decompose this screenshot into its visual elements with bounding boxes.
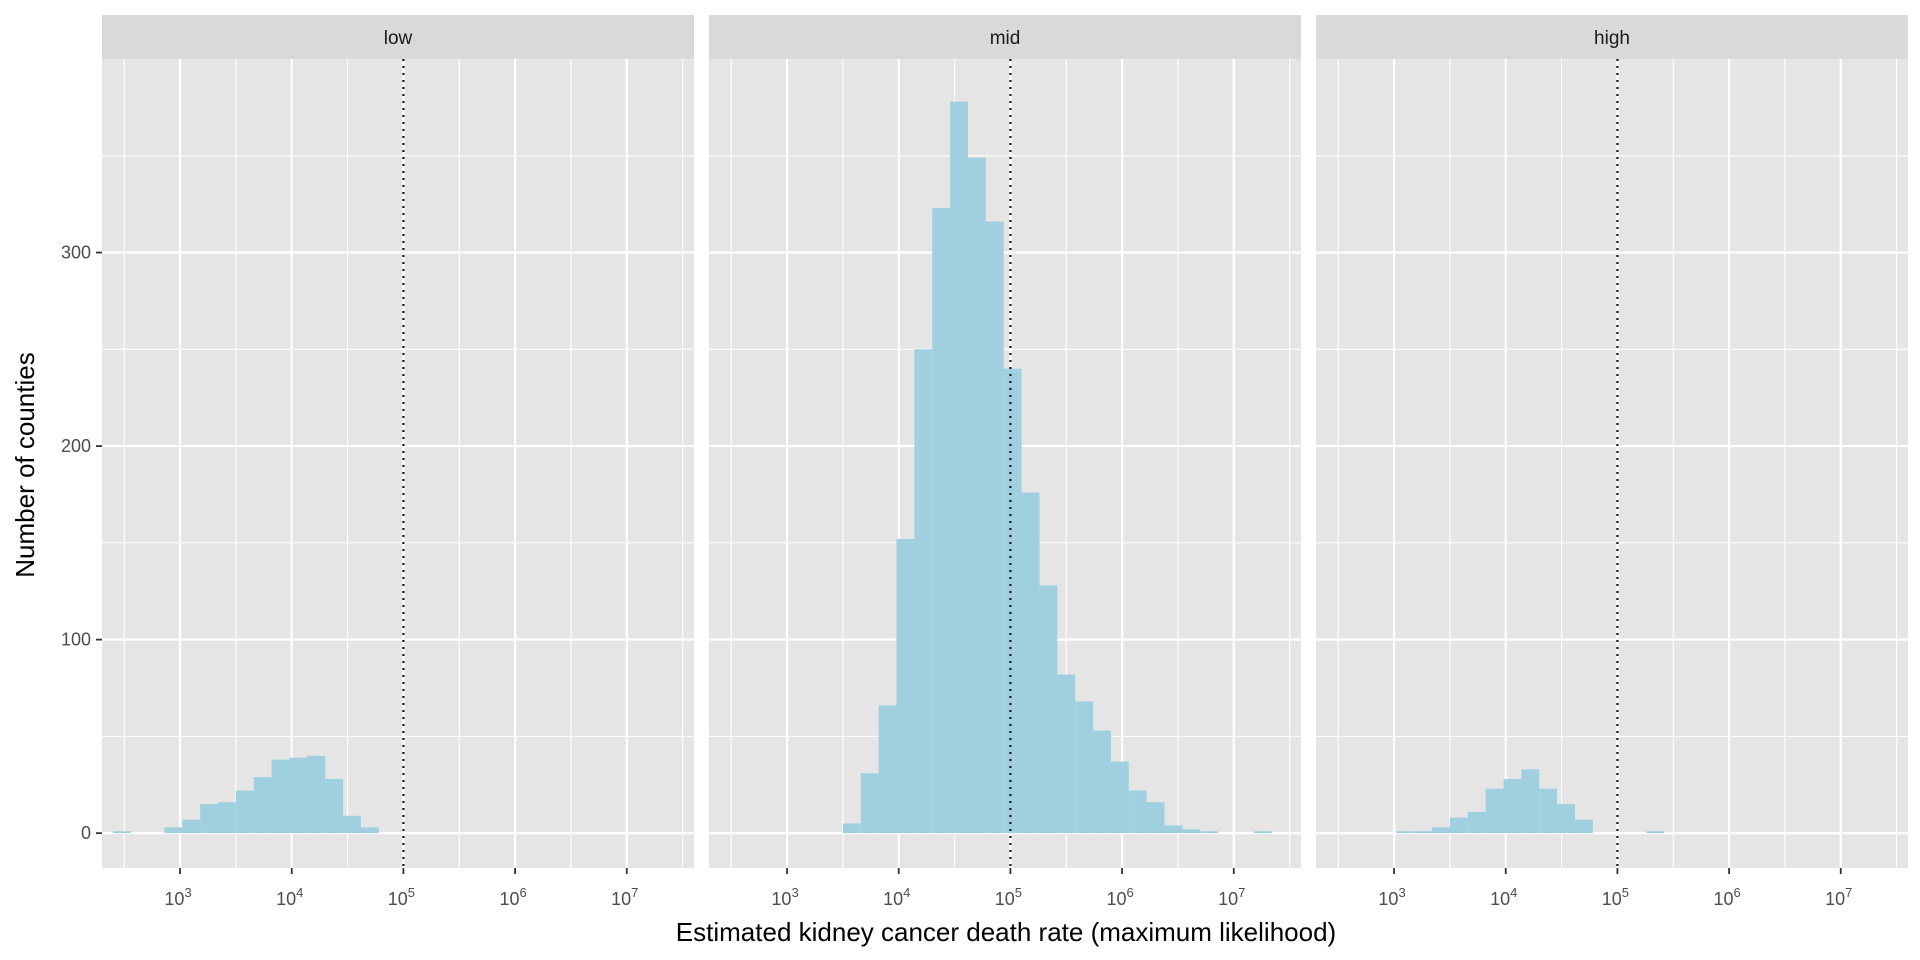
- x-tick-label: 106: [1106, 885, 1133, 909]
- histogram-bar: [343, 815, 361, 834]
- x-tick-label: 104: [883, 885, 910, 909]
- x-tick-label: 106: [1713, 885, 1740, 909]
- facet-panel-low: low 103 104 105 106 107: [102, 15, 694, 909]
- facet-panel-high: high 103 104 105 106 107: [1316, 15, 1908, 909]
- histogram-bar: [860, 773, 879, 834]
- histogram-bar: [218, 802, 236, 834]
- histogram-bar: [1003, 368, 1022, 834]
- x-tick-label: 107: [611, 885, 638, 909]
- histogram-bar: [1057, 674, 1076, 834]
- histogram-bar: [1110, 761, 1129, 834]
- histogram-bar: [1396, 831, 1415, 834]
- x-tick-label: 103: [1378, 885, 1405, 909]
- histogram-bar: [1253, 831, 1272, 834]
- histogram-bar: [1021, 492, 1040, 834]
- histogram-bar: [1414, 831, 1433, 834]
- facet-strip: [102, 15, 694, 59]
- histogram-bar: [1646, 831, 1665, 834]
- x-axis-title: Estimated kidney cancer death rate (maxi…: [676, 917, 1336, 947]
- histogram-bar: [878, 705, 897, 834]
- y-axis: 0 100 200 300: [61, 243, 102, 843]
- panel-background: [102, 59, 694, 868]
- histogram-bar: [1503, 778, 1522, 834]
- histogram-bar: [182, 819, 201, 834]
- panel-background: [1316, 59, 1908, 868]
- histogram-bar: [967, 157, 986, 834]
- y-tick-label: 0: [81, 823, 91, 843]
- histogram-bar: [1521, 769, 1540, 834]
- histogram-bar: [1432, 827, 1450, 834]
- y-tick-label: 100: [61, 630, 91, 650]
- x-tick-label: 107: [1218, 885, 1245, 909]
- histogram-bar: [113, 831, 131, 834]
- facet-strip: [1316, 15, 1908, 59]
- histogram-bar: [842, 823, 861, 834]
- histogram-bar: [1200, 831, 1219, 834]
- x-tick-label: 104: [276, 885, 303, 909]
- x-tick-label: 104: [1490, 885, 1517, 909]
- x-tick-label: 105: [1602, 885, 1629, 909]
- x-tick-label: 105: [388, 885, 415, 909]
- histogram-bar: [235, 790, 254, 834]
- histogram-bar: [325, 778, 344, 834]
- histogram-bar: [896, 538, 915, 834]
- y-tick-label: 200: [61, 436, 91, 456]
- y-tick-label: 300: [61, 243, 91, 263]
- facet-strip-label: mid: [990, 28, 1021, 49]
- histogram-bar: [1039, 585, 1058, 834]
- x-tick-label: 107: [1825, 885, 1852, 909]
- histogram-bar: [985, 221, 1004, 834]
- histogram-bar: [1539, 788, 1558, 834]
- histogram-bar: [1075, 701, 1094, 834]
- facet-panel-mid: mid 103 104 105 106 107: [709, 15, 1301, 909]
- histogram-bar: [360, 827, 379, 834]
- histogram-bar: [1557, 804, 1575, 834]
- x-tick-label: 103: [771, 885, 798, 909]
- histogram-bar: [1146, 802, 1165, 834]
- facet-strip-label: low: [384, 28, 413, 49]
- histogram-bar: [1128, 790, 1147, 834]
- histogram-bar: [932, 208, 951, 834]
- histogram-bar: [914, 349, 933, 834]
- histogram-bar: [164, 827, 183, 834]
- x-tick-label: 103: [164, 885, 191, 909]
- facet-strip: [709, 15, 1301, 59]
- histogram-bar: [950, 101, 968, 834]
- histogram-bar: [307, 755, 326, 834]
- histogram-bar: [1093, 730, 1111, 834]
- facet-strip-label: high: [1594, 28, 1630, 49]
- y-axis-title: Number of counties: [10, 352, 40, 577]
- histogram-bar: [289, 757, 308, 834]
- histogram-bar: [253, 777, 272, 834]
- histogram-bar: [1449, 817, 1468, 834]
- histogram-bar: [1164, 825, 1183, 834]
- x-tick-label: 105: [995, 885, 1022, 909]
- histogram-bar: [1182, 829, 1201, 834]
- histogram-bar: [271, 759, 290, 834]
- histogram-bar: [1574, 819, 1593, 834]
- histogram-bar: [1467, 811, 1486, 834]
- histogram-bar: [200, 804, 219, 834]
- histogram-bar: [1485, 788, 1504, 834]
- x-tick-label: 106: [499, 885, 526, 909]
